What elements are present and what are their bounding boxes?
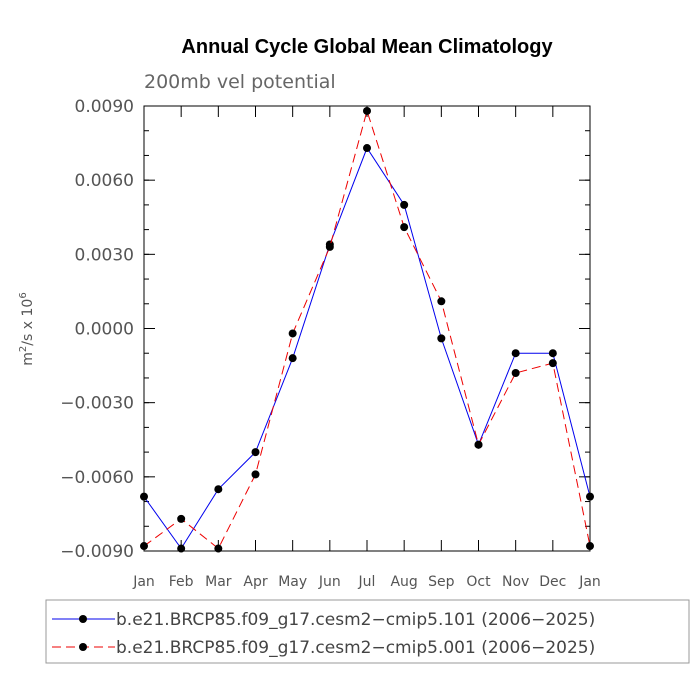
y-tick-label: 0.0060 <box>75 171 134 191</box>
x-tick-label: Aug <box>390 574 417 590</box>
x-tick-label: May <box>278 574 307 590</box>
data-point-series-1 <box>548 349 557 358</box>
x-tick-label: Jan <box>132 574 155 590</box>
x-tick-label: Jan <box>578 574 601 590</box>
data-point-series-1 <box>400 200 409 209</box>
x-tick-label: Sep <box>428 574 455 590</box>
data-point-series-2 <box>214 544 223 553</box>
x-tick-label: Oct <box>466 574 491 590</box>
y-tick-label: −0.0060 <box>60 468 134 488</box>
data-point-series-2 <box>140 542 148 551</box>
y-tick-label: −0.0090 <box>60 542 134 562</box>
legend-box <box>45 599 690 664</box>
data-point-series-2 <box>251 470 260 479</box>
data-point-series-1 <box>140 492 148 501</box>
y-tick-label: 0.0030 <box>75 245 134 265</box>
x-tick-label: Nov <box>502 574 529 590</box>
series-line-2 <box>143 109 591 550</box>
x-tick-label: Mar <box>205 574 232 590</box>
data-point-series-2 <box>511 369 520 377</box>
chart-title: Annual Cycle Global Mean Climatology <box>181 36 553 58</box>
data-point-series-1 <box>511 349 520 358</box>
svg-text:m2/s x 106: m2/s x 106 <box>18 292 36 365</box>
y-axis-label: m2/s x 106 <box>18 292 36 365</box>
data-point-series-2 <box>548 359 557 368</box>
data-point-series-2 <box>363 106 371 115</box>
legend-label-2: b.e21.BRCP85.f09_g17.cesm2−cmip5.001 (20… <box>116 638 595 658</box>
x-tick-label: Feb <box>169 574 194 590</box>
data-point-series-2 <box>400 223 409 232</box>
x-tick-label: Jun <box>318 574 341 590</box>
data-point-series-2 <box>586 542 594 551</box>
data-point-series-2 <box>288 329 297 338</box>
data-point-series-2 <box>474 440 483 449</box>
y-tick-label: 0.0000 <box>75 320 134 340</box>
data-point-series-2 <box>177 514 186 523</box>
series-line-1 <box>143 146 591 550</box>
chart-subtitle: 200mb vel potential <box>144 71 336 93</box>
data-point-series-1 <box>251 448 260 457</box>
x-tick-label: Jul <box>358 574 376 590</box>
data-point-series-1 <box>363 144 371 153</box>
y-tick-label: 0.0090 <box>75 97 134 117</box>
data-point-series-1 <box>288 354 297 363</box>
legend-marker-2 <box>79 643 87 651</box>
data-point-series-1 <box>214 485 223 494</box>
data-point-series-1 <box>177 544 186 553</box>
x-tick-label: Dec <box>539 574 566 590</box>
y-tick-label: −0.0030 <box>60 394 134 414</box>
data-point-series-2 <box>325 242 334 251</box>
plot-frame <box>143 105 591 552</box>
legend-label-1: b.e21.BRCP85.f09_g17.cesm2−cmip5.101 (20… <box>116 610 595 630</box>
data-point-series-1 <box>586 492 594 501</box>
data-point-series-1 <box>437 334 446 343</box>
x-tick-label: Apr <box>243 574 267 590</box>
legend-marker-1 <box>79 615 87 623</box>
data-point-series-2 <box>437 297 446 306</box>
